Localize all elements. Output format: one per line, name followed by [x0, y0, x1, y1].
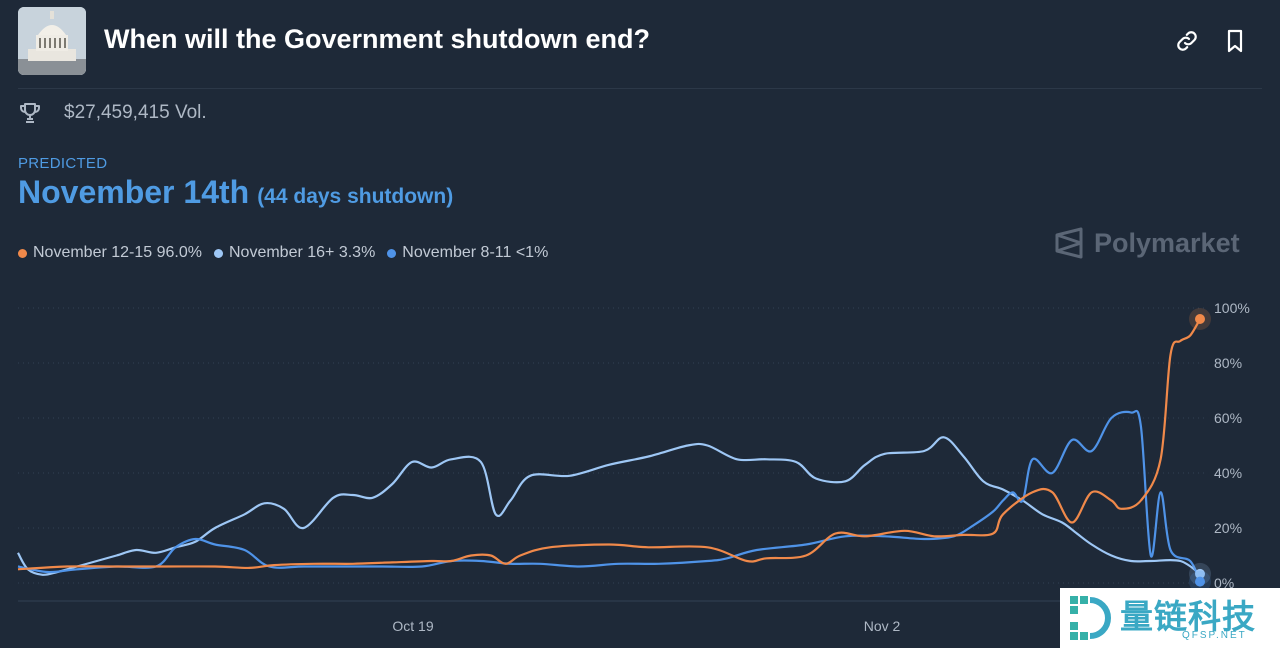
market-header: When will the Government shutdown end? — [0, 0, 1280, 88]
series-line — [17, 436, 1201, 576]
endpoint-marker — [1195, 568, 1205, 579]
predicted-label: PREDICTED — [18, 155, 108, 172]
predicted-date: November 14th — [18, 174, 250, 210]
brand-name: Polymarket — [1094, 227, 1240, 258]
volume-text: $27,459,415 Vol. — [64, 102, 207, 123]
legend-item-nov-12-15[interactable]: November 12-15 96.0% — [18, 244, 202, 262]
endpoint-marker — [1195, 314, 1205, 324]
bookmark-icon[interactable] — [1220, 26, 1250, 56]
link-icon[interactable] — [1172, 26, 1202, 56]
endpoint-marker — [1195, 576, 1205, 587]
predicted-outcome: November 14th (44 days shutdown) — [18, 174, 453, 211]
y-tick-label: 20% — [1214, 520, 1242, 536]
x-tick-label: Nov 2 — [864, 618, 901, 634]
predicted-subtitle: (44 days shutdown) — [257, 185, 454, 208]
market-title: When will the Government shutdown end? — [104, 24, 650, 54]
legend-dot — [213, 248, 223, 258]
legend-dot — [18, 248, 27, 258]
legend-dot — [387, 248, 397, 258]
trophy-icon — [20, 103, 40, 123]
polymarket-watermark: Polymarket — [1054, 226, 1240, 260]
y-tick-label: 80% — [1214, 355, 1242, 371]
legend-item-nov-8-11[interactable]: November 8-11 <1% — [387, 244, 548, 262]
legend-label: November 12-15 96.0% — [33, 244, 202, 261]
volume-row: $27,459,415 Vol. — [18, 100, 207, 126]
market-thumbnail — [18, 7, 86, 75]
corner-watermark: 量链科技 QFSP.NET — [1060, 588, 1280, 648]
series-line — [17, 318, 1201, 571]
y-tick-label: 0% — [1214, 575, 1234, 591]
header-divider — [18, 88, 1262, 89]
legend-label: November 8-11 <1% — [402, 244, 549, 261]
polymarket-logo-icon — [1055, 227, 1083, 259]
legend-item-nov-16-plus[interactable]: November 16+ 3.3% — [213, 244, 376, 262]
y-tick-label: 60% — [1214, 410, 1242, 426]
series-line — [17, 409, 1202, 583]
chart-legend: November 12-15 96.0% November 16+ 3.3% N… — [18, 244, 560, 262]
y-tick-label: 40% — [1214, 465, 1242, 481]
legend-label: November 16+ 3.3% — [228, 244, 376, 261]
y-tick-label: 100% — [1214, 300, 1250, 316]
line-chart: 100% 80% 60% 40% 20% 0% Oct 19 Nov 2 — [17, 300, 1250, 634]
x-tick-label: Oct 19 — [392, 618, 433, 634]
